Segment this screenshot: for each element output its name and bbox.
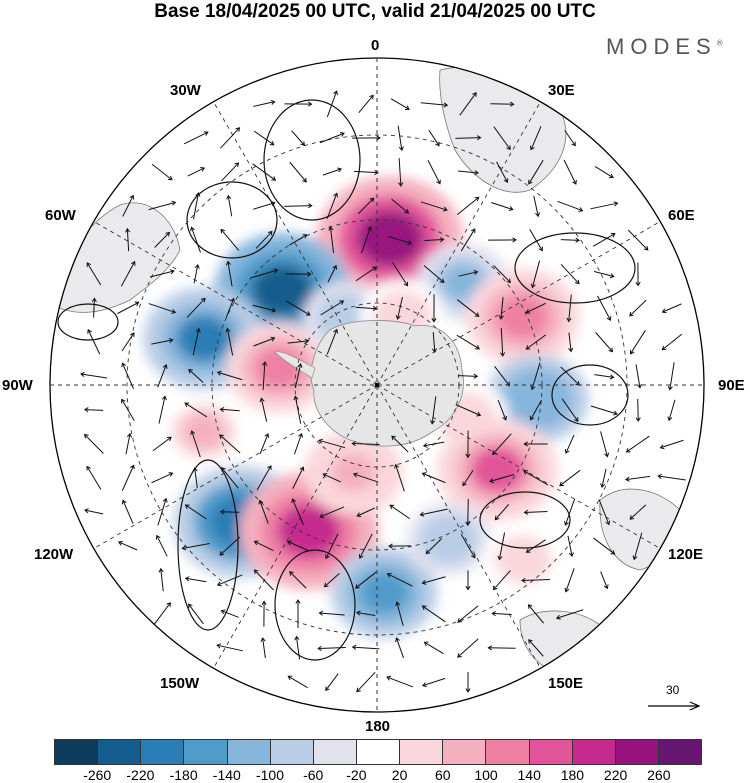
colorbar-swatch	[659, 740, 701, 764]
colorbar-tick-label: -140	[213, 767, 241, 783]
colorbar-swatch	[400, 740, 443, 764]
label-90w: 90W	[2, 377, 33, 394]
map-disk	[40, 50, 720, 730]
colorbar	[54, 739, 702, 765]
anomaly-blob	[430, 523, 468, 556]
colorbar-swatch	[573, 740, 616, 764]
colorbar-tick-label: 60	[435, 767, 451, 783]
label-120e: 120E	[668, 546, 703, 563]
colorbar-swatch	[141, 740, 184, 764]
colorbar-tick-label: 220	[604, 767, 627, 783]
colorbar-swatch	[228, 740, 271, 764]
colorbar-tick-label: -20	[346, 767, 366, 783]
anomaly-blob	[331, 454, 376, 492]
label-150w: 150W	[160, 675, 199, 692]
label-150e: 150E	[548, 675, 583, 692]
south-pole-marker	[375, 383, 379, 387]
label-180: 180	[365, 718, 390, 735]
label-30e: 30E	[548, 82, 575, 99]
colorbar-tick-label: 180	[561, 767, 584, 783]
anomaly-blob	[252, 264, 313, 316]
polar-stereographic-map	[0, 0, 750, 783]
anomaly-blob	[470, 446, 525, 492]
colorbar-tick-label: 20	[392, 767, 408, 783]
colorbar-swatch	[314, 740, 357, 764]
colorbar-swatch	[443, 740, 486, 764]
colorbar-tick-label: -100	[256, 767, 284, 783]
colorbar-ticks: -260 -220 -180 -140 -100 -60 -20 20 60 100 140 180 2…	[0, 767, 750, 783]
label-0: 0	[371, 37, 379, 54]
colorbar-swatch	[184, 740, 227, 764]
colorbar-tick-label: -260	[83, 767, 111, 783]
label-60e: 60E	[668, 207, 695, 224]
anomaly-blob	[177, 315, 232, 361]
colorbar-tick-label: 260	[647, 767, 670, 783]
anomaly-blob	[183, 414, 225, 450]
colorbar-swatch	[98, 740, 141, 764]
colorbar-tick-label: -220	[126, 767, 154, 783]
colorbar-swatch	[530, 740, 573, 764]
colorbar-swatch	[486, 740, 529, 764]
label-30w: 30W	[170, 82, 201, 99]
colorbar-tick-label: 140	[518, 767, 541, 783]
reference-vector-arrow	[644, 680, 706, 720]
colorbar-tick-label: -60	[303, 767, 323, 783]
colorbar-swatch	[616, 740, 659, 764]
label-60w: 60W	[45, 207, 76, 224]
anomaly-blob	[497, 295, 548, 339]
colorbar-swatch	[271, 740, 314, 764]
colorbar-swatch	[357, 740, 400, 764]
colorbar-swatch	[55, 740, 98, 764]
colorbar-tick-label: -180	[170, 767, 198, 783]
label-90e: 90E	[718, 377, 745, 394]
label-120w: 120W	[34, 546, 73, 563]
colorbar-tick-label: 100	[474, 767, 497, 783]
